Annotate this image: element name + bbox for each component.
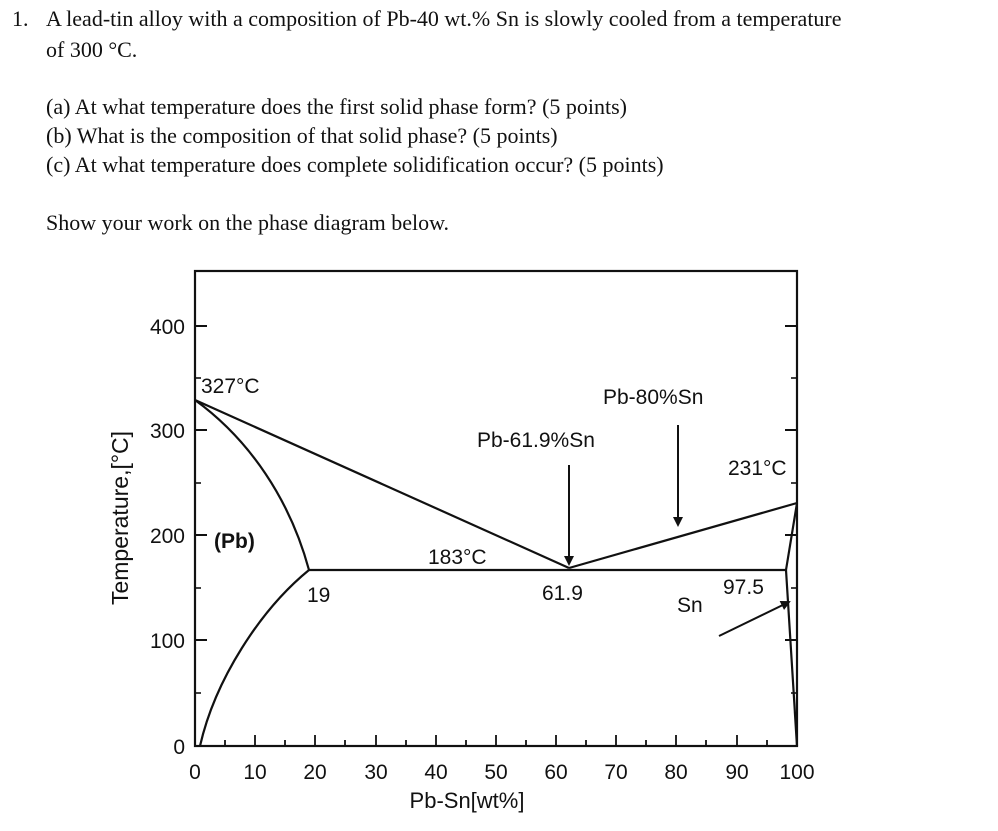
part-b: (b) What is the composition of that soli… — [46, 123, 558, 148]
x-tick-label: 90 — [725, 761, 748, 784]
x-tick-labels: 0 10 20 30 40 50 60 70 80 90 100 — [189, 761, 814, 784]
y-tick-label: 300 — [150, 420, 185, 443]
y-tick-label: 0 — [173, 736, 185, 759]
label-beta-min-composition: 97.5 — [723, 576, 764, 599]
problem-statement-line2: of 300 °C. — [46, 37, 138, 62]
y-axis-title: Temperature,[°C] — [107, 431, 133, 605]
y-tick-labels: 0 100 200 300 400 — [150, 316, 185, 759]
label-sn-phase: Sn — [677, 594, 703, 617]
solidus-pb-side — [194, 399, 311, 571]
y-tick-label: 100 — [150, 630, 185, 653]
label-sn-melting-point: 231°C — [728, 457, 787, 480]
x-tick-label: 0 — [189, 761, 201, 784]
x-tick-label: 60 — [544, 761, 567, 784]
phase-boundaries — [194, 398, 799, 747]
instruction: Show your work on the phase diagram belo… — [46, 210, 450, 235]
y-tick-label: 200 — [150, 525, 185, 548]
label-eutectic-composition: 61.9 — [542, 582, 583, 605]
part-c: (c) At what temperature does complete so… — [46, 152, 664, 177]
x-ticks — [224, 735, 768, 746]
y-minor-ticks — [195, 377, 797, 694]
annotation-arrows — [564, 425, 791, 637]
solvus-pb-side — [198, 569, 310, 747]
problem-block: 1. A lead-tin alloy with a composition o… — [12, 4, 992, 244]
x-tick-label: 10 — [243, 761, 266, 784]
x-tick-label: 100 — [779, 761, 814, 784]
solidus-sn-side — [784, 502, 799, 571]
y-tick-label: 400 — [150, 316, 185, 339]
x-tick-label: 50 — [484, 761, 507, 784]
x-tick-label: 30 — [364, 761, 387, 784]
label-pb-melting-point: 327°C — [201, 375, 260, 398]
problem-number: 1. — [12, 6, 29, 31]
x-tick-label: 80 — [664, 761, 687, 784]
label-pb-phase: (Pb) — [214, 530, 255, 553]
x-tick-label: 40 — [424, 761, 447, 784]
diagram-labels: 327°C 231°C 183°C (Pb) Sn 19 61.9 97.5 P… — [201, 375, 787, 617]
liquidus-sn-side — [568, 501, 798, 570]
x-axis-title: Pb-Sn[wt%] — [410, 788, 525, 813]
arrow-sn-phase — [718, 600, 791, 637]
label-alloy-80: Pb-80%Sn — [603, 386, 703, 409]
liquidus-pb-side — [194, 398, 570, 570]
problem-statement-line1: A lead-tin alloy with a composition of P… — [46, 6, 842, 31]
solvus-sn-side — [784, 569, 799, 747]
x-tick-label: 70 — [604, 761, 627, 784]
label-alpha-max-solubility: 19 — [307, 584, 330, 607]
x-tick-label: 20 — [303, 761, 326, 784]
part-a: (a) At what temperature does the first s… — [46, 94, 628, 119]
label-eutectic-alloy: Pb-61.9%Sn — [477, 429, 595, 452]
label-eutectic-temperature: 183°C — [428, 546, 487, 569]
